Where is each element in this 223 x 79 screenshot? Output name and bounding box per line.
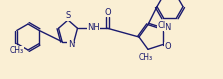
Text: O: O	[164, 42, 171, 51]
Text: CH₃: CH₃	[10, 46, 24, 55]
Text: S: S	[65, 12, 71, 20]
Text: NH: NH	[87, 23, 100, 32]
Text: N: N	[164, 23, 171, 32]
Text: O: O	[104, 8, 111, 17]
Text: N: N	[68, 40, 74, 49]
Text: CH₃: CH₃	[139, 53, 153, 62]
Text: Cl: Cl	[157, 21, 166, 30]
